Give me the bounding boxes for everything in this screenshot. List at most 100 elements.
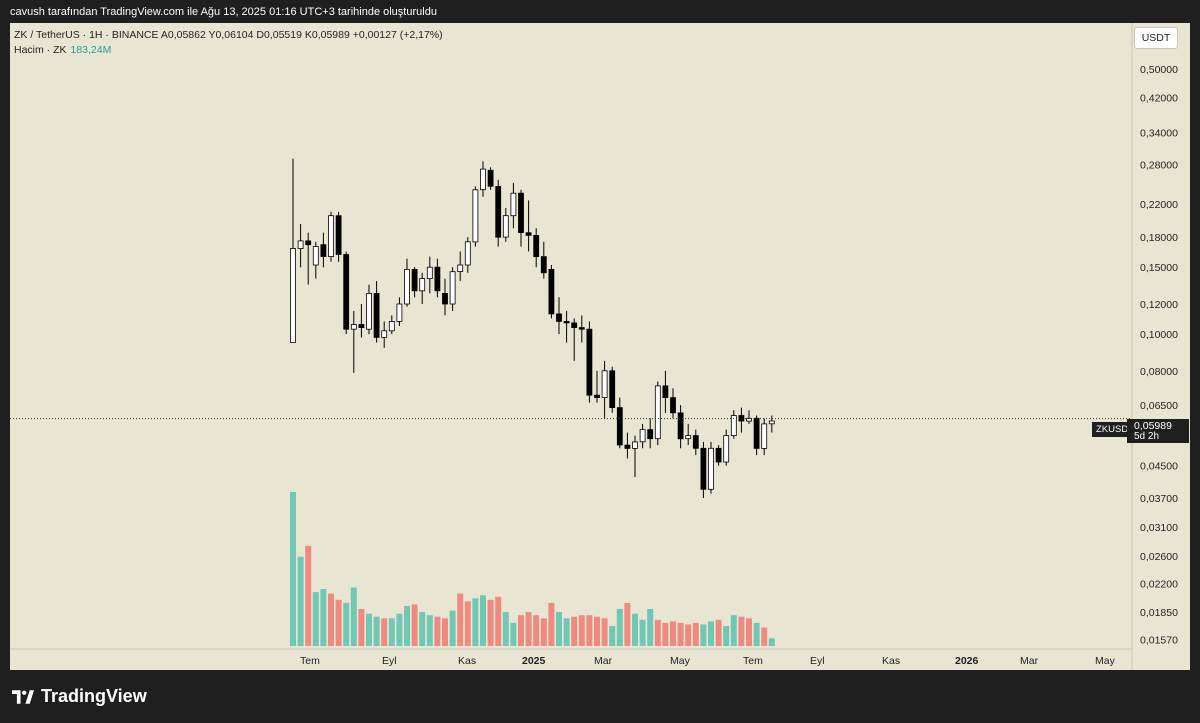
candle: [518, 189, 524, 247]
volume-bar: [708, 621, 714, 646]
volume-bar: [670, 621, 676, 646]
candle: [548, 265, 555, 319]
price-tick-label: 0,18000: [1140, 232, 1178, 244]
price-tick-label: 0,03700: [1140, 493, 1178, 505]
candle: [404, 258, 410, 307]
candle-body: [373, 292, 380, 338]
candle-body: [768, 420, 775, 425]
candle-body: [442, 292, 448, 305]
candle-body: [396, 303, 403, 322]
volume-bar: [305, 545, 312, 646]
time-axis-labels: Tem Eyl Kas 2025 Mar May Tem Eyl Kas 2026 Mar May: [300, 655, 1116, 667]
candle-body: [320, 244, 327, 257]
candle: [533, 228, 540, 268]
currency-button[interactable]: USDT: [1134, 27, 1178, 49]
volume-bar: [404, 606, 410, 646]
candle: [662, 370, 669, 413]
candle-body: [738, 415, 745, 422]
candle-body: [510, 192, 517, 217]
candles: [290, 158, 775, 498]
candle: [396, 297, 403, 326]
volume-bar: [601, 618, 608, 646]
price-tick-label: 0,34000: [1140, 127, 1178, 139]
candle: [730, 410, 737, 439]
candle-body: [753, 417, 760, 449]
candle-body: [366, 292, 372, 330]
candle: [563, 311, 570, 343]
candlestick-chart[interactable]: 0,600000,500000,420000,340000,280000,220…: [10, 23, 1190, 670]
candle-body: [548, 268, 555, 315]
volume-bar: [662, 622, 669, 646]
volume-bar: [442, 618, 448, 646]
chart-frame[interactable]: ZK / TetherUS · 1H · BINANCE A0,05862 Y0…: [10, 23, 1190, 670]
volume-bar: [411, 604, 418, 646]
volume-bar: [624, 602, 631, 646]
time-tick-label: Tem: [300, 655, 320, 667]
candle: [540, 241, 547, 279]
price-tick-label: 0,01850: [1140, 607, 1178, 619]
candle: [525, 200, 532, 252]
candle-body: [632, 441, 638, 449]
volume-legend-value: 183,24M: [70, 44, 112, 56]
candle-body: [305, 240, 312, 246]
candle: [426, 256, 433, 294]
candle: [594, 370, 600, 403]
volume-bar: [692, 622, 699, 646]
volume-bar: [632, 613, 638, 646]
price-tick-label: 0,03100: [1140, 522, 1178, 534]
candle: [305, 232, 312, 285]
candle-body: [556, 313, 562, 322]
volume-bar: [556, 612, 562, 646]
volume-bar: [715, 619, 722, 646]
price-tick-label: 0,08000: [1140, 366, 1178, 378]
volume-bar: [388, 618, 395, 646]
volume-bar: [290, 492, 296, 646]
price-tick-label: 0,10000: [1140, 329, 1178, 341]
candle: [487, 167, 494, 190]
tradingview-brand[interactable]: TradingView: [12, 686, 147, 707]
candle-body: [723, 435, 730, 463]
volume-bar: [768, 638, 775, 646]
candle-body: [411, 268, 418, 292]
candle: [586, 321, 593, 403]
candle: [442, 278, 448, 316]
volume-bar: [594, 616, 600, 646]
time-tick-label: Tem: [743, 655, 763, 667]
time-tick-label: Mar: [1020, 655, 1039, 667]
volume-bar: [616, 609, 623, 646]
volume-bar: [677, 622, 684, 646]
volume-bar: [495, 596, 502, 646]
candle-body: [708, 447, 714, 490]
volume-bar: [449, 610, 456, 646]
candle-body: [297, 240, 304, 249]
volume-bar: [487, 599, 494, 646]
candle-body: [601, 370, 608, 398]
candle: [768, 415, 775, 433]
candle-body: [616, 407, 623, 446]
candle: [632, 435, 638, 478]
volume-bar: [472, 598, 479, 646]
candle-body: [502, 215, 509, 238]
candle-body: [761, 423, 768, 449]
volume-bar: [358, 609, 365, 646]
candle-body: [700, 447, 707, 490]
volume-bar: [434, 616, 441, 646]
candle: [670, 388, 676, 419]
volume-bar: [343, 602, 350, 646]
candle-body: [571, 322, 578, 328]
candle: [639, 423, 646, 449]
candle: [343, 251, 350, 335]
volume-bar: [328, 593, 334, 646]
candle-body: [312, 246, 319, 266]
candle-body: [647, 429, 654, 440]
candle-body: [464, 241, 471, 266]
candle-body: [381, 330, 388, 338]
candle-body: [662, 385, 669, 398]
candle-body: [343, 254, 350, 330]
candle-body: [715, 447, 722, 463]
volume-bar: [426, 615, 433, 646]
time-tick-label: 2025: [522, 655, 546, 667]
volume-bar: [419, 612, 426, 646]
candle-body: [540, 256, 547, 274]
volume-bar: [320, 589, 327, 646]
